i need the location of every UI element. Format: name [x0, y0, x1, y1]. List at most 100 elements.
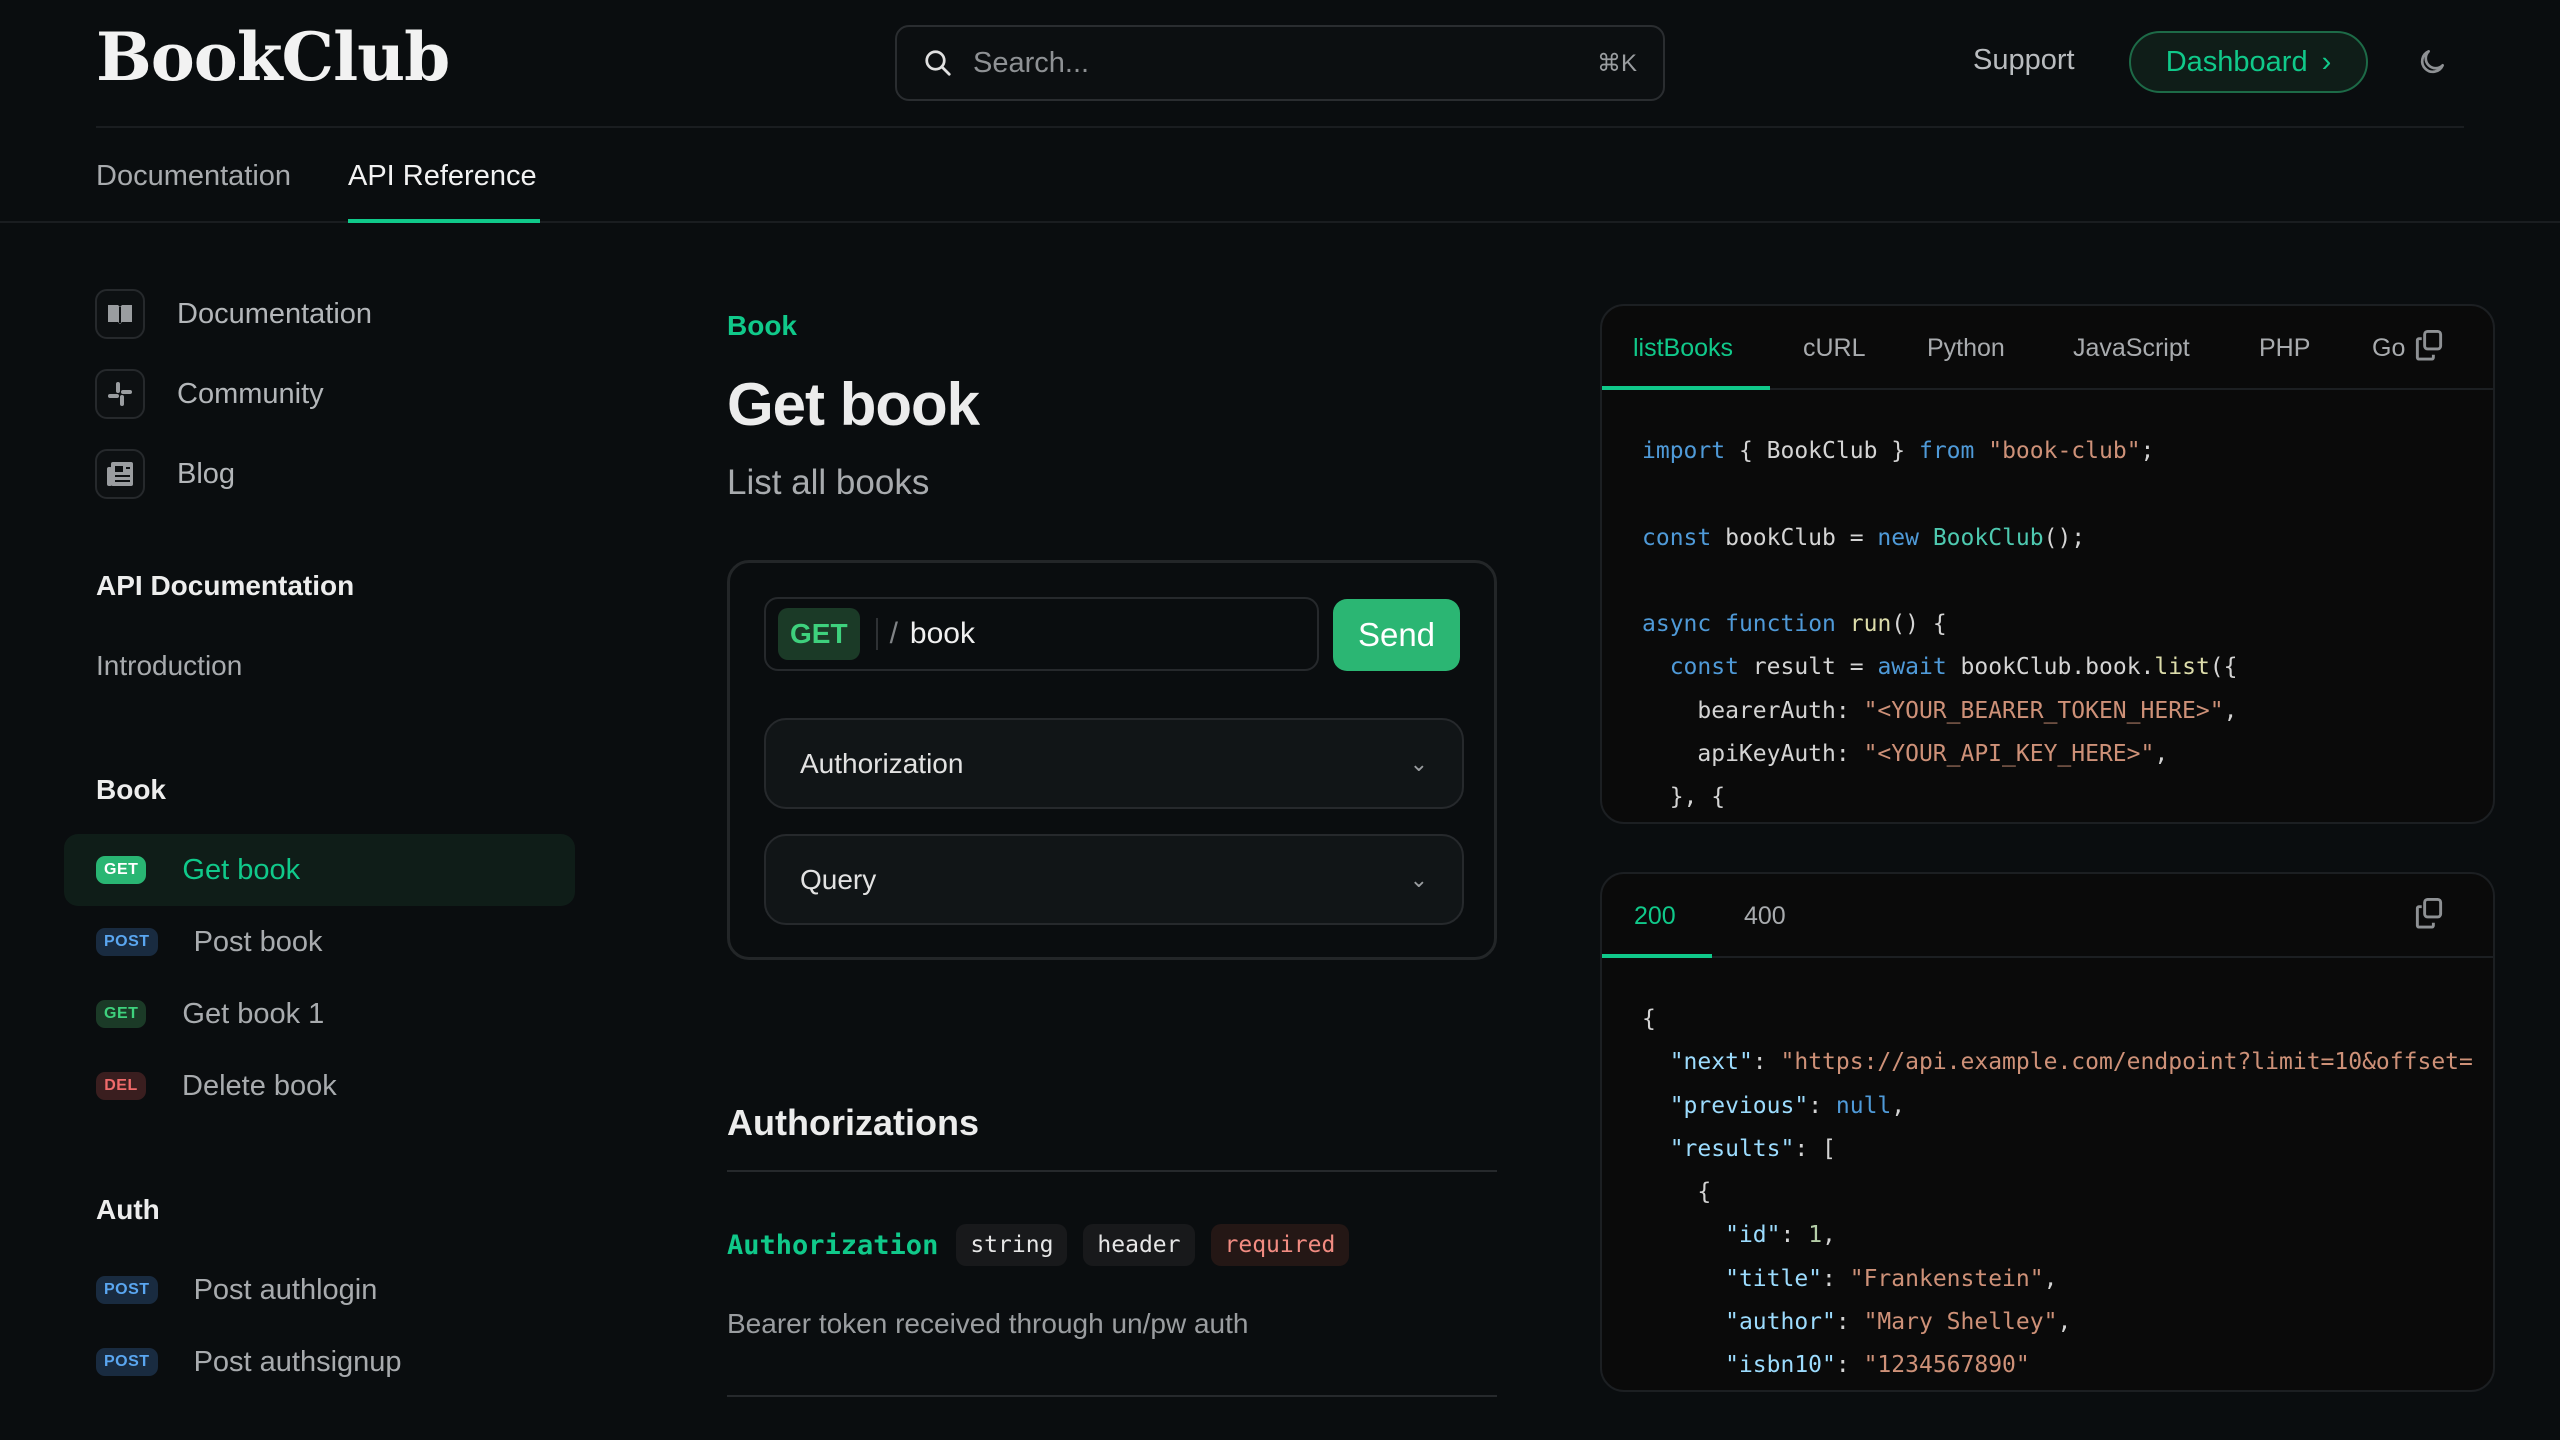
code-token: bookClub.book.	[1946, 654, 2155, 681]
tab-javascript[interactable]: JavaScript	[2073, 334, 2190, 362]
code-line: apiKeyAuth: "<YOUR_API_KEY_HERE>",	[1642, 733, 2238, 776]
code-tabs: listBooks cURL Python JavaScript PHP Go	[1602, 306, 2493, 390]
copy-icon[interactable]	[2414, 330, 2444, 362]
search-icon	[925, 50, 951, 76]
code-line: "author": "Mary Shelley",	[1642, 1301, 2473, 1344]
code-token: "previous"	[1669, 1092, 1809, 1119]
active-tab-indicator	[1602, 954, 1712, 958]
method-badge: POST	[96, 928, 158, 956]
code-token: ({	[2209, 654, 2238, 681]
sidebar-item-introduction[interactable]: Introduction	[96, 650, 243, 681]
code-token: const	[1642, 524, 1712, 551]
code-line: "next": "https://api.example.com/endpoin…	[1642, 1041, 2473, 1084]
sidebar-item-post-authsignup[interactable]: POST Post authsignup	[64, 1326, 575, 1398]
tab-200[interactable]: 200	[1634, 902, 1676, 930]
breadcrumb[interactable]: Book	[727, 310, 797, 341]
chevron-right-icon: ›	[2321, 45, 2332, 78]
code-token: "<YOUR_API_KEY_HERE>"	[1863, 741, 2155, 768]
code-token	[1642, 1049, 1670, 1075]
logo[interactable]: BookClub	[96, 18, 450, 96]
code-token: "book-club"	[1988, 438, 2141, 464]
code-token: :	[1835, 1352, 1864, 1379]
sidebar-item-post-book[interactable]: POST Post book	[64, 906, 575, 978]
sidebar-item-get-book-1[interactable]: GET Get book 1	[64, 978, 575, 1050]
code-token: bookClub =	[1711, 524, 1878, 551]
code-token	[1642, 1136, 1670, 1162]
code-token	[1919, 525, 1933, 551]
search-input[interactable]: Search... ⌘K	[895, 25, 1665, 101]
tabs-divider	[0, 221, 2560, 223]
code-token	[1642, 1222, 1725, 1248]
code-token	[1642, 654, 1670, 680]
tab-400[interactable]: 400	[1744, 902, 1786, 930]
page-title: Get book	[727, 371, 980, 438]
code-line: {	[1642, 998, 2473, 1041]
authorizations-heading: Authorizations	[727, 1102, 979, 1143]
sidebar-item-delete-book[interactable]: DEL Delete book	[64, 1050, 575, 1122]
separator	[875, 618, 878, 650]
code-token: "Mary Shelley"	[1863, 1309, 2058, 1336]
moon-icon[interactable]	[2416, 46, 2448, 78]
code-token: ,	[1822, 1222, 1836, 1249]
tab-api-reference[interactable]: API Reference	[348, 160, 537, 192]
code-token: :	[1835, 1309, 1864, 1336]
code-line: }, {	[1642, 776, 2238, 819]
tab-python[interactable]: Python	[1927, 334, 2005, 362]
code-line: "isbn10": "1234567890"	[1642, 1344, 2473, 1387]
code-token: ,	[2154, 741, 2169, 768]
path-value: book	[909, 617, 975, 650]
tab-php[interactable]: PHP	[2259, 334, 2311, 362]
method-badge: GET	[96, 1000, 147, 1028]
support-link[interactable]: Support	[1973, 44, 2075, 76]
code-line: {	[1642, 1171, 2473, 1214]
code-token: await	[1877, 654, 1947, 681]
code-token: : [	[1794, 1135, 1836, 1162]
send-button[interactable]: Send	[1333, 599, 1460, 671]
sidebar-link-community[interactable]: Community	[95, 369, 324, 419]
code-token: "Frankenstein"	[1849, 1265, 2044, 1292]
search-shortcut: ⌘K	[1596, 49, 1637, 77]
code-token: :	[1808, 1092, 1836, 1119]
sidebar-link-label: Community	[177, 377, 324, 410]
code-line: import { BookClub } from "book-club";	[1642, 430, 2238, 473]
sidebar-link-blog[interactable]: Blog	[95, 449, 235, 499]
method-badge: GET	[778, 608, 860, 660]
code-token: {	[1642, 1179, 1712, 1206]
sidebar-item-label: Get book 1	[182, 997, 325, 1030]
sidebar-item-label: Post authsignup	[193, 1345, 402, 1378]
sidebar-item-label: Post book	[193, 925, 323, 958]
active-tab-indicator	[348, 219, 540, 223]
dashboard-button[interactable]: Dashboard ›	[2129, 31, 2368, 93]
divider	[727, 1170, 1497, 1172]
response-tabs: 200 400	[1602, 874, 2493, 958]
required-badge: required	[1210, 1224, 1350, 1266]
tab-curl[interactable]: cURL	[1803, 334, 1866, 362]
sidebar-item-post-authlogin[interactable]: POST Post authlogin	[64, 1254, 575, 1326]
code-token: null	[1835, 1092, 1892, 1119]
collapsible-label: Authorization	[800, 747, 964, 779]
authorization-collapsible[interactable]: Authorization ⌄	[764, 718, 1464, 809]
url-input[interactable]: GET / book	[764, 597, 1319, 671]
code-token: "isbn10"	[1725, 1352, 1836, 1379]
code-token: ,	[2057, 1309, 2072, 1336]
code-token	[1642, 1093, 1670, 1119]
code-sample-panel: listBooks cURL Python JavaScript PHP Go …	[1600, 304, 2495, 824]
query-collapsible[interactable]: Query ⌄	[764, 834, 1464, 925]
tab-documentation[interactable]: Documentation	[96, 160, 292, 192]
code-token	[1836, 611, 1850, 637]
copy-icon[interactable]	[2414, 898, 2444, 930]
sidebar-item-get-book[interactable]: GET Get book	[64, 834, 575, 906]
code-token: ,	[1891, 1092, 1906, 1119]
code-token	[1974, 438, 1988, 464]
tab-listbooks[interactable]: listBooks	[1633, 334, 1734, 362]
code-token: const	[1669, 654, 1739, 681]
active-tab-indicator	[1602, 386, 1770, 390]
sidebar-link-documentation[interactable]: Documentation	[95, 289, 372, 339]
tab-go[interactable]: Go	[2372, 334, 2406, 362]
book-heading: Book	[96, 774, 166, 805]
newspaper-icon	[95, 449, 145, 499]
param-location: header	[1083, 1224, 1195, 1266]
code-token: run	[1849, 611, 1892, 638]
code-line: const result = await bookClub.book.list(…	[1642, 646, 2238, 689]
method-badge: POST	[96, 1276, 158, 1304]
